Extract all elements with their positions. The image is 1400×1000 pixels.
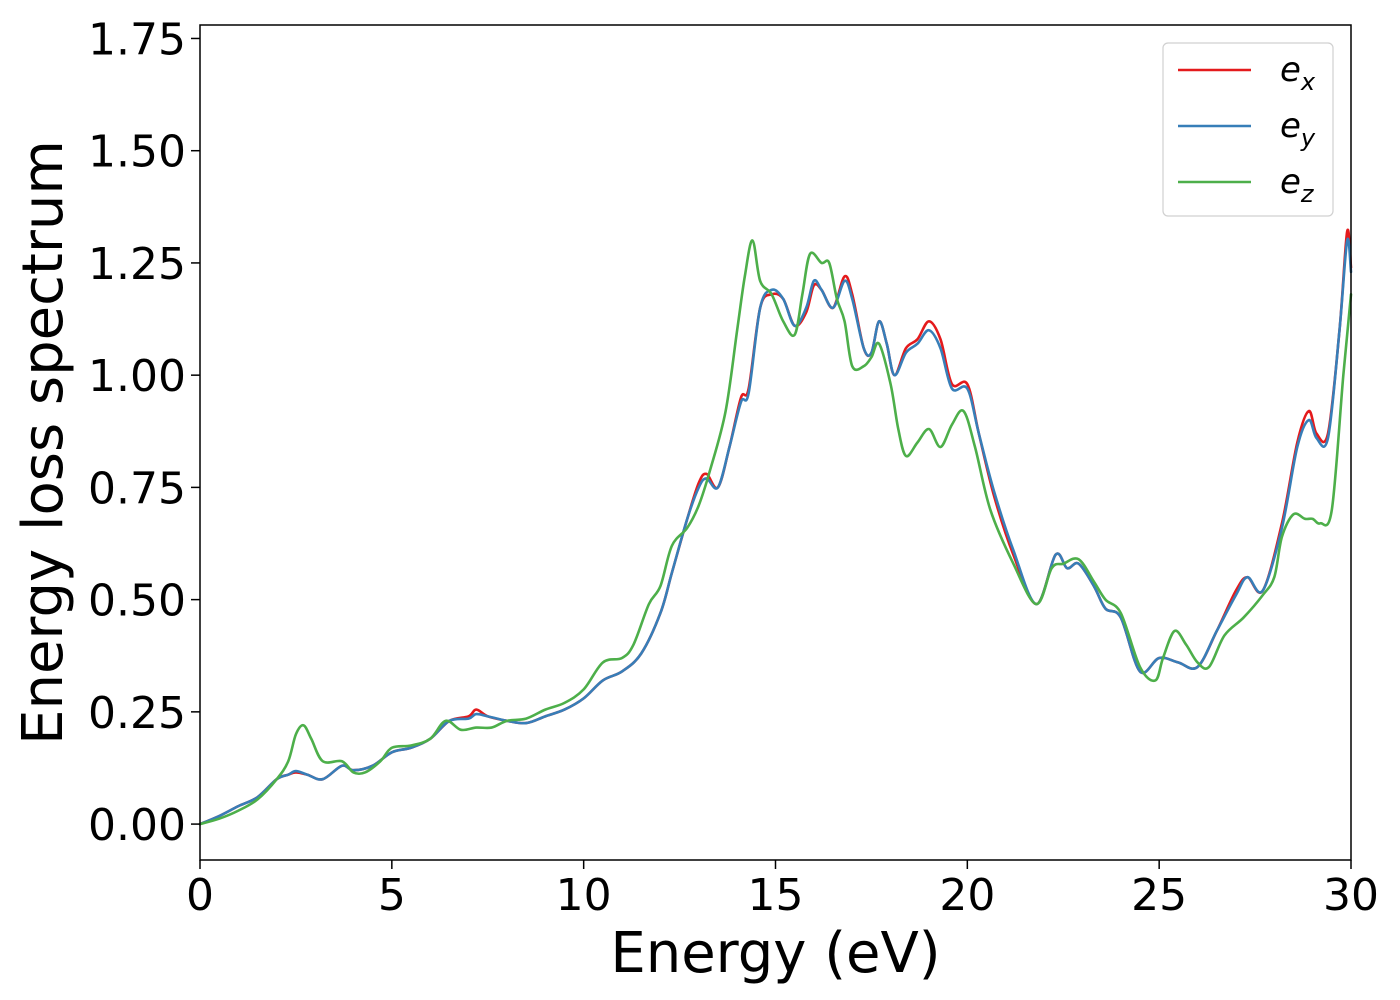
series-line-z — [198, 239, 1353, 826]
x-tick-label: 20 — [939, 870, 995, 921]
y-tick-label: 0.25 — [88, 688, 186, 739]
legend-label-x: ex — [1280, 50, 1316, 96]
legend-box — [1162, 42, 1334, 217]
x-axis: 0 5 10 15 20 25 30 — [186, 860, 1379, 921]
x-tick-label: 25 — [1131, 870, 1187, 921]
y-tick-label: 0.50 — [88, 576, 186, 627]
x-tick-label: 0 — [186, 870, 214, 921]
legend: ex ey ez — [1162, 42, 1334, 217]
x-tick-label: 10 — [556, 870, 612, 921]
x-tick-label: 30 — [1323, 870, 1379, 921]
x-tick-label: 15 — [748, 870, 804, 921]
y-tick-label: 0.75 — [88, 463, 186, 514]
x-tick-label: 5 — [378, 870, 406, 921]
y-tick-label: 1.00 — [88, 351, 186, 402]
y-tick-label: 1.75 — [88, 14, 186, 65]
y-axis-label: Energy loss spectrum — [11, 140, 76, 745]
y-tick-label: 1.50 — [88, 127, 186, 178]
x-axis-label: Energy (eV) — [610, 921, 940, 986]
y-tick-label: 1.25 — [88, 239, 186, 290]
y-axis: 0.00 0.25 0.50 0.75 1.00 1.25 1.50 1.75 — [88, 14, 200, 851]
legend-label-z: ez — [1280, 162, 1315, 208]
y-tick-label: 0.00 — [88, 800, 186, 851]
series-layer — [198, 228, 1353, 826]
legend-label-y: ey — [1280, 106, 1316, 152]
